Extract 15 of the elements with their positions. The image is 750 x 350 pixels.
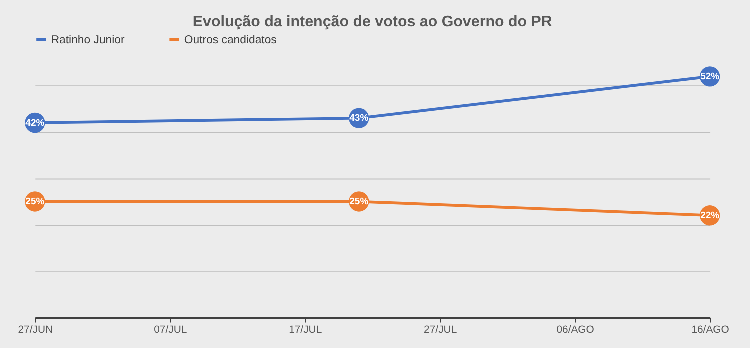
data-label: 22% — [700, 210, 720, 222]
data-label: 43% — [350, 113, 370, 124]
x-tick-label: 07/JUL — [154, 325, 188, 336]
data-label: 42% — [26, 118, 46, 129]
legend-label: Ratinho Junior — [51, 34, 125, 47]
data-label: 25% — [350, 196, 370, 208]
chart-title: Evolução da intenção de votos ao Governo do PR — [192, 14, 552, 31]
x-tick-label: 16/AGO — [692, 325, 730, 336]
data-label: 52% — [700, 72, 720, 83]
data-label: 25% — [26, 196, 46, 208]
x-tick-label: 17/JUL — [289, 325, 322, 336]
legend-label: Outros candidatos — [184, 34, 278, 47]
x-tick-label: 27/JUN — [18, 325, 54, 336]
x-tick-label: 27/JUL — [424, 325, 458, 336]
x-tick-label: 06/AGO — [556, 325, 594, 336]
